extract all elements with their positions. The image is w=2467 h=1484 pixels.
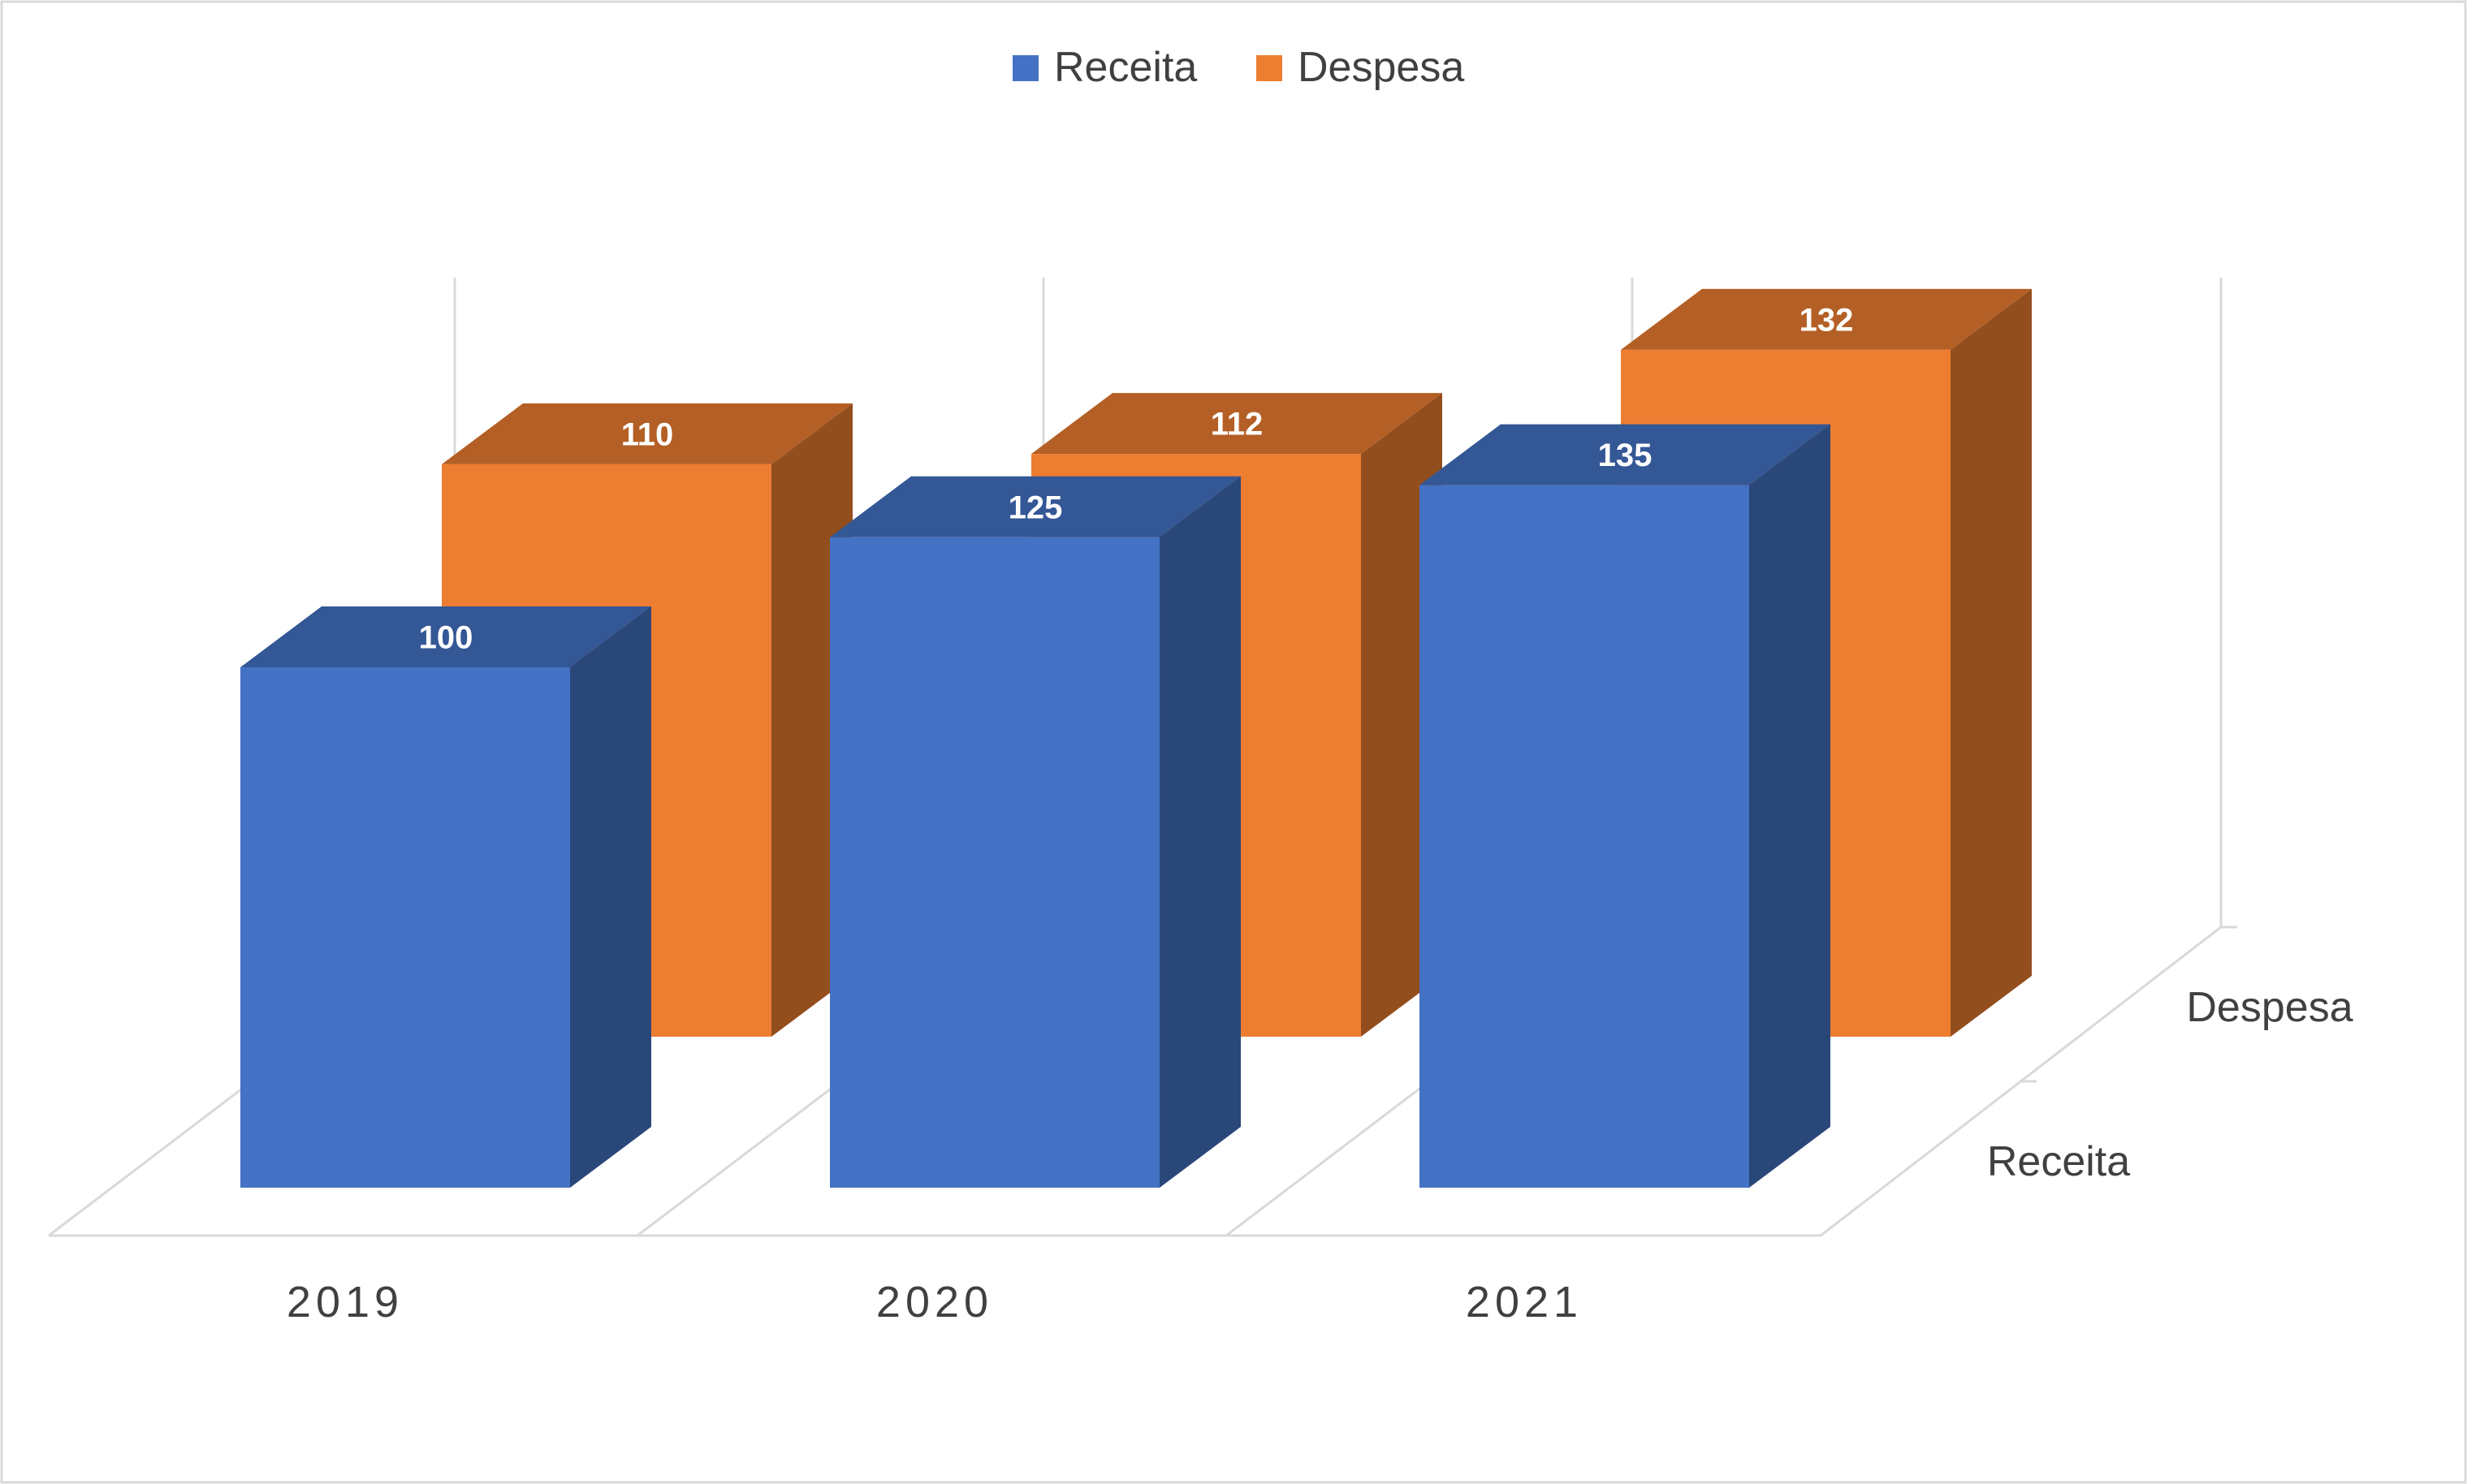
bar-despesa-2021-side xyxy=(1951,288,2032,1037)
x-tick-label-2019: 2019 xyxy=(287,1278,404,1327)
bar-receita-2019-side xyxy=(570,606,651,1188)
legend-swatch-receita xyxy=(1013,55,1039,81)
bar-despesa-2021-value-label: 132 xyxy=(1799,302,1854,338)
bar-receita-2019-top xyxy=(240,606,651,667)
depth-label-back: Despesa xyxy=(2186,984,2353,1031)
legend-item-despesa: Despesa xyxy=(1256,44,1464,91)
legend: Receita Despesa xyxy=(1013,44,1464,91)
bar-despesa-2021-top xyxy=(1621,288,2032,350)
bar-receita-2020-value-label: 125 xyxy=(1009,490,1063,525)
depth-label-front: Receita xyxy=(1987,1138,2130,1185)
legend-label-receita: Receita xyxy=(1054,44,1197,91)
x-tick-label-2020: 2020 xyxy=(876,1278,993,1327)
bar-receita-2021-top xyxy=(1419,424,1830,485)
depth-axis-labels: Despesa Receita xyxy=(1987,984,2353,1185)
bar-receita-2021-front xyxy=(1419,485,1749,1188)
bar-despesa-2019-value-label: 110 xyxy=(621,416,674,452)
series-front-bars: 100 125 135 xyxy=(240,424,1830,1188)
bar-receita-2020: 125 xyxy=(830,476,1241,1188)
legend-label-despesa: Despesa xyxy=(1298,44,1464,91)
bar-receita-2021-side xyxy=(1749,424,1830,1188)
bar-receita-2020-front xyxy=(830,537,1160,1188)
bar-despesa-2020-top xyxy=(1031,393,1442,455)
x-tick-label-2021: 2021 xyxy=(1466,1278,1583,1327)
bar-receita-2021-value-label: 135 xyxy=(1598,438,1653,473)
x-axis-labels: 2019 2020 2021 xyxy=(287,1278,1583,1327)
bar-receita-2019: 100 xyxy=(240,606,651,1188)
legend-swatch-despesa xyxy=(1256,55,1282,81)
bar-despesa-2019-top xyxy=(442,403,853,464)
bar-receita-2020-top xyxy=(830,476,1241,537)
legend-item-receita: Receita xyxy=(1013,44,1197,91)
bar-receita-2019-front xyxy=(240,667,570,1188)
bar-receita-2019-value-label: 100 xyxy=(419,620,473,656)
bar-despesa-2020-value-label: 112 xyxy=(1211,407,1264,442)
bar-receita-2020-side xyxy=(1160,476,1241,1188)
bar-receita-2021: 135 xyxy=(1419,424,1830,1188)
